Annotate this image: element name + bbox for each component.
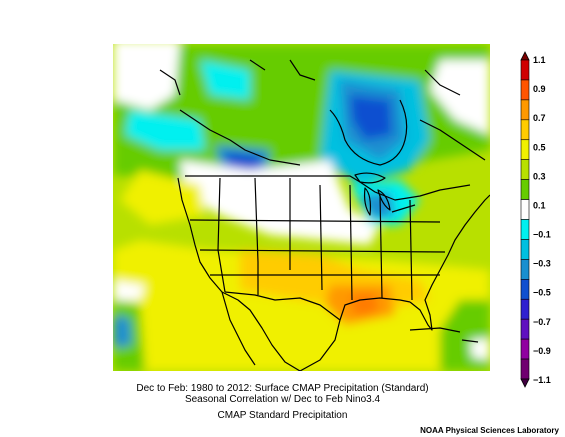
colorbar-swatch (520, 259, 530, 280)
colorbar-swatch (520, 239, 530, 260)
colorbar-swatch (520, 279, 530, 300)
colorbar-swatch (520, 79, 530, 101)
colorbar-tick-label: 1.1 (533, 55, 546, 65)
colorbar-tick-label: 0.1 (533, 200, 546, 210)
colorbar-tick-label: 0.5 (533, 142, 546, 152)
colorbar-tick-label: −0.9 (533, 346, 551, 356)
figure-title-line2: Seasonal Correlation w/ Dec to Feb Nino3… (184, 394, 381, 405)
colorbar-swatch (520, 338, 530, 360)
colorbar-swatch (520, 59, 530, 81)
colorbar-tick-label: −0.5 (533, 288, 551, 298)
colorbar-swatch (520, 298, 530, 320)
colorbar-swatch (520, 318, 530, 340)
figure-subtitle: CMAP Standard Precipitation (217, 410, 348, 421)
colorbar-swatch (520, 358, 530, 380)
colorbar-swatch (520, 139, 530, 160)
colorbar-arrow-top (520, 51, 530, 61)
colorbar: 1.1 0.9 0.7 0.5 0.3 0.1 −0.1 −0.3 −0.5 −0.7 −0.9 −1… (520, 51, 551, 388)
colorbar-tick-label: −0.7 (533, 317, 551, 327)
colorbar-swatch (520, 179, 530, 200)
shaded-field (113, 44, 490, 371)
colorbar-swatch (520, 159, 530, 180)
map-outlines (159, 59, 490, 371)
colorbar-arrow-bottom (520, 378, 530, 388)
colorbar-swatch (520, 99, 530, 121)
colorbar-tick-label: −0.1 (533, 230, 551, 240)
colorbar-tick-label: 0.7 (533, 113, 546, 123)
colorbar-tick-label: 0.9 (533, 84, 546, 94)
credit-line: NOAA Physical Sciences Laboratory (420, 426, 559, 435)
colorbar-swatch (520, 199, 530, 220)
colorbar-tick-label: 0.3 (533, 171, 546, 181)
colorbar-swatch (520, 219, 530, 240)
colorbar-swatch (520, 119, 530, 141)
colorbar-tick-label: −0.3 (533, 259, 551, 269)
colorbar-tick-label: −1.1 (533, 375, 551, 385)
figure-title-line1: Dec to Feb: 1980 to 2012: Surface CMAP P… (136, 383, 429, 394)
